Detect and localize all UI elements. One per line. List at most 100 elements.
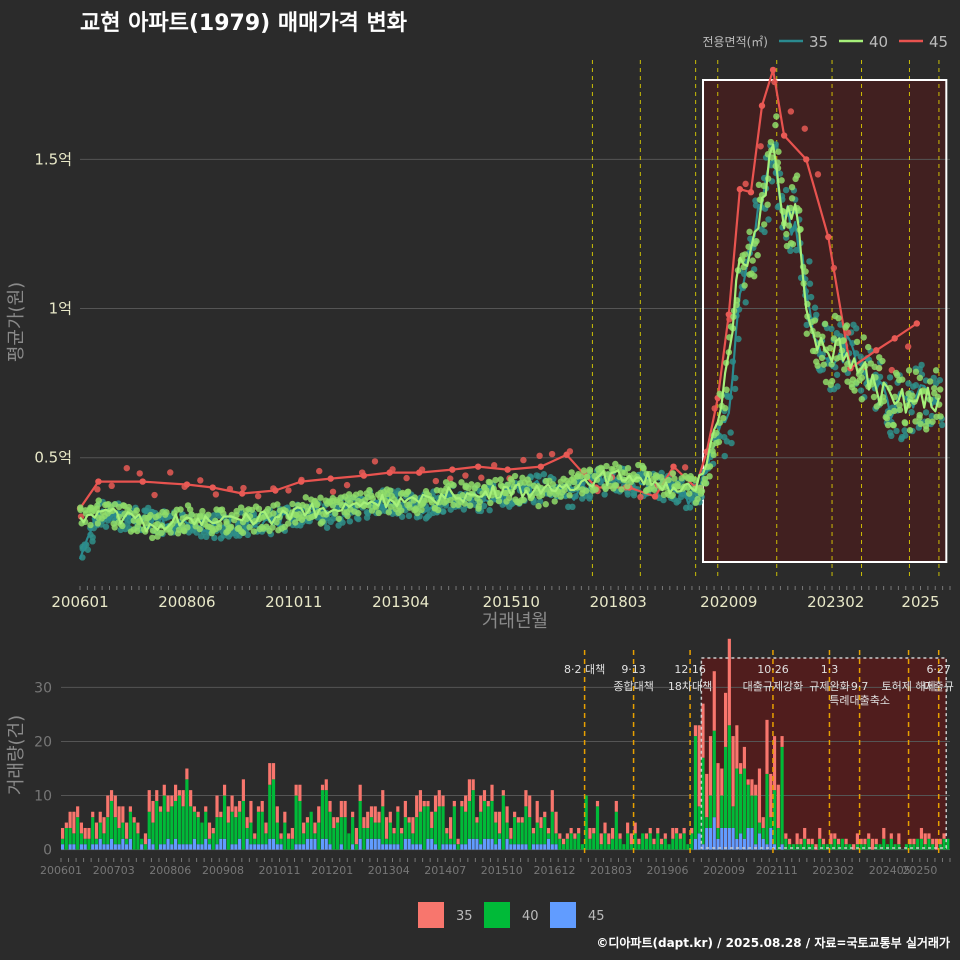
policy-annotation-date: 10·26 [757, 663, 789, 676]
volume-bar-40 [678, 838, 682, 850]
price-point-40 [865, 343, 872, 351]
volume-bar-35 [821, 838, 826, 845]
volume-bar-40 [731, 806, 735, 828]
policy-annotation-date: 6·27 [926, 663, 951, 676]
volume-bar-45 [305, 838, 310, 850]
volume-bar-35 [158, 806, 163, 812]
volume-bar-35 [833, 833, 837, 839]
volume-bar-35 [249, 800, 253, 823]
volume-bar-40 [573, 838, 577, 850]
volume-bar-40 [742, 768, 746, 839]
price-point-40 [303, 503, 310, 510]
volume-bar-35 [433, 795, 438, 812]
price-point-45 [415, 469, 423, 476]
price-point-40 [387, 503, 394, 510]
volume-bar-45 [701, 844, 705, 850]
volume-bar-40 [671, 838, 675, 850]
price-point-40 [741, 251, 749, 258]
price-point-40 [492, 476, 499, 484]
price-point-40 [169, 520, 176, 528]
volume-bar-45 [509, 844, 513, 850]
volume-bar-35 [230, 795, 234, 812]
price-point-35 [893, 427, 900, 435]
volume-bar-45 [117, 844, 121, 850]
volume-bar-35 [373, 806, 377, 823]
volume-bar-40 [249, 822, 253, 845]
volume-bar-35 [874, 838, 878, 845]
price-point-40 [764, 201, 771, 208]
volume-bar-45 [324, 838, 328, 850]
volume-bar-35 [275, 806, 279, 823]
footer-credit: ©디아파트(dapt.kr) / 2025.08.28 / 자료=국토교통부 실… [596, 935, 950, 950]
volume-y-tick-label: 20 [34, 734, 52, 750]
price-point-40 [618, 486, 625, 493]
volume-bar-40 [803, 838, 807, 850]
volume-bar-40 [539, 827, 543, 845]
price-point-40 [134, 527, 141, 535]
volume-bar-45 [460, 844, 464, 850]
price-point-40 [917, 420, 924, 428]
volume-legend-key-40 [484, 902, 510, 928]
price-point-40 [912, 368, 920, 376]
volume-bar-40 [806, 844, 811, 850]
volume-bar-45 [377, 838, 381, 850]
x-tick-label: 201304 [372, 593, 429, 611]
price-point-35 [630, 492, 638, 499]
price-point-40 [896, 406, 904, 414]
price-point-45 [462, 472, 469, 479]
price-point-40 [350, 494, 357, 501]
price-point-45 [904, 343, 912, 350]
volume-bar-35 [516, 817, 520, 823]
price-point-45 [212, 491, 220, 498]
volume-bar-40 [840, 838, 844, 850]
volume-bar-40 [562, 844, 566, 850]
price-point-40 [932, 367, 940, 374]
volume-x-tick-label: 201510 [481, 864, 523, 877]
price-point-45 [742, 180, 749, 188]
volume-bar-40 [113, 817, 117, 845]
price-point-40 [843, 322, 851, 329]
volume-bar-40 [908, 844, 912, 850]
price-point-40 [223, 518, 230, 525]
volume-bar-45 [83, 844, 87, 850]
volume-bar-35 [294, 784, 298, 796]
volume-bar-45 [177, 844, 181, 850]
volume-bar-45 [723, 827, 728, 850]
volume-bar-45 [441, 844, 445, 850]
volume-bar-40 [844, 844, 848, 850]
price-point-40 [273, 518, 280, 526]
volume-bar-45 [98, 838, 102, 850]
price-point-40 [94, 520, 102, 527]
volume-bar-45 [320, 838, 325, 850]
volume-bar-35 [430, 811, 434, 828]
volume-bar-40 [155, 800, 159, 850]
price-point-40 [459, 492, 466, 499]
price-point-40 [686, 490, 693, 497]
volume-bar-35 [102, 817, 106, 834]
volume-bar-35 [882, 827, 886, 839]
volume-bar-45 [79, 844, 84, 850]
volume-bar-35 [317, 806, 321, 823]
price-point-40 [398, 507, 405, 514]
volume-bar-45 [151, 844, 155, 850]
volume-bar-45 [490, 838, 494, 850]
volume-bar-35 [614, 800, 618, 812]
price-point-40 [319, 518, 326, 525]
volume-bar-40 [693, 736, 698, 839]
legend-label-35: 35 [809, 33, 828, 51]
price-point-45 [449, 466, 456, 473]
volume-bar-35 [795, 833, 799, 845]
volume-bar-45 [328, 844, 332, 850]
volume-bar-40 [302, 833, 306, 845]
volume-bar-35 [746, 779, 750, 785]
volume-bar-40 [211, 833, 215, 850]
price-point-45 [844, 329, 852, 336]
price-point-45 [297, 478, 305, 485]
volume-bar-40 [916, 838, 920, 850]
volume-bar-35 [87, 827, 91, 839]
volume-bar-35 [426, 800, 430, 807]
volume-bar-45 [693, 838, 698, 850]
volume-bar-40 [373, 822, 377, 839]
price-point-35 [346, 518, 354, 525]
volume-bar-40 [268, 784, 272, 839]
